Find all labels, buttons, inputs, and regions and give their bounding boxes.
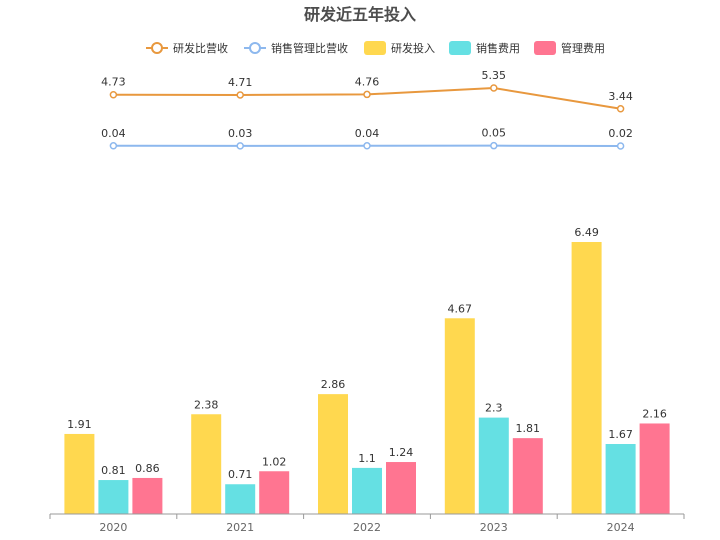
bar-1-4 xyxy=(605,444,636,514)
line-value-0-4: 3.44 xyxy=(608,90,633,103)
bar-value-1-3: 2.3 xyxy=(485,402,503,415)
bar-2-2 xyxy=(386,462,416,514)
bar-value-0-2: 2.86 xyxy=(321,378,346,391)
bar-2-0 xyxy=(132,477,163,514)
line-point-0-3 xyxy=(490,84,498,92)
bar-value-2-2: 1.24 xyxy=(389,446,414,459)
line-point-1-2 xyxy=(363,142,371,150)
bar-0-3 xyxy=(444,318,475,514)
legend-bar-label-2: 管理费用 xyxy=(561,41,605,55)
x-tick-label-0: 2020 xyxy=(99,521,127,534)
bar-value-0-1: 2.38 xyxy=(194,398,219,411)
bar-0-0 xyxy=(64,433,95,514)
line-point-0-0 xyxy=(109,90,118,99)
bar-series-group: 1.91 0.81 0.86 2.38 0.71 1.02 2.86 1.1 1.24 4.67 2… xyxy=(64,226,670,514)
line-value-0-0: 4.73 xyxy=(101,76,126,89)
legend-label-1: 销售管理比营收 xyxy=(271,41,348,55)
bar-value-2-1: 1.02 xyxy=(262,455,287,468)
bar-value-0-4: 6.49 xyxy=(574,226,599,239)
bar-value-1-2: 1.1 xyxy=(358,452,376,465)
line-point-0-4 xyxy=(616,105,625,113)
legend-marker-1 xyxy=(249,42,261,54)
x-tick-label-2: 2022 xyxy=(353,521,381,534)
legend-bar-label-1: 销售费用 xyxy=(476,41,520,55)
legend-label-0: 研发比营收 xyxy=(173,41,228,55)
line-point-1-0 xyxy=(109,142,118,150)
bar-value-1-0: 0.81 xyxy=(101,464,126,477)
line-point-1-3 xyxy=(490,141,498,150)
bar-value-2-4: 2.16 xyxy=(642,407,667,420)
bar-1-2 xyxy=(352,467,382,514)
line-value-1-0: 0.04 xyxy=(101,127,126,140)
bar-0-4 xyxy=(571,242,602,514)
line-point-0-2 xyxy=(363,90,371,99)
legend-swatch-0 xyxy=(364,41,386,55)
bar-1-3 xyxy=(478,417,509,514)
bar-1-1 xyxy=(225,484,256,514)
bar-value-1-1: 0.71 xyxy=(228,468,253,481)
bar-value-0-3: 4.67 xyxy=(448,302,473,315)
legend-swatch-2 xyxy=(534,41,556,55)
legend: 研发比营收 销售管理比营收 研发投入 销售费用 管理费用 xyxy=(146,41,605,55)
bar-value-0-0: 1.91 xyxy=(67,418,92,431)
line-point-0-1 xyxy=(236,91,244,99)
line-value-1-3: 0.05 xyxy=(482,127,507,140)
bar-value-2-0: 0.86 xyxy=(135,462,160,475)
line-value-1-1: 0.03 xyxy=(228,127,253,140)
bar-2-1 xyxy=(259,471,290,514)
bar-1-0 xyxy=(98,480,129,514)
line-value-1-4: 0.02 xyxy=(608,127,633,140)
bar-2-3 xyxy=(512,438,543,514)
line-value-1-2: 0.04 xyxy=(355,127,380,140)
bar-value-1-4: 1.67 xyxy=(608,428,633,441)
line-value-0-2: 4.76 xyxy=(355,75,380,88)
chart-title: 研发近五年投入 xyxy=(304,5,416,24)
line-point-1-4 xyxy=(616,142,625,150)
legend-swatch-1 xyxy=(449,41,471,55)
line-point-1-1 xyxy=(236,142,244,150)
bar-value-2-3: 1.81 xyxy=(516,422,541,435)
x-tick-label-3: 2023 xyxy=(480,521,508,534)
bar-0-2 xyxy=(318,394,348,514)
bar-2-4 xyxy=(639,423,670,514)
x-tick-label-1: 2021 xyxy=(226,521,254,534)
x-tick-label-4: 2024 xyxy=(607,521,635,534)
x-axis: 2020 2021 2022 2023 2024 xyxy=(49,513,685,534)
line-value-0-1: 4.71 xyxy=(228,76,253,89)
legend-marker-0 xyxy=(151,42,163,54)
legend-bar-label-0: 研发投入 xyxy=(391,41,435,55)
line-value-0-3: 5.35 xyxy=(482,69,507,82)
bar-0-1 xyxy=(191,414,222,514)
line-series-group: 4.73 4.71 4.76 5.35 3.44 0.04 0.03 0.04 0.05 0.02 xyxy=(101,69,633,150)
